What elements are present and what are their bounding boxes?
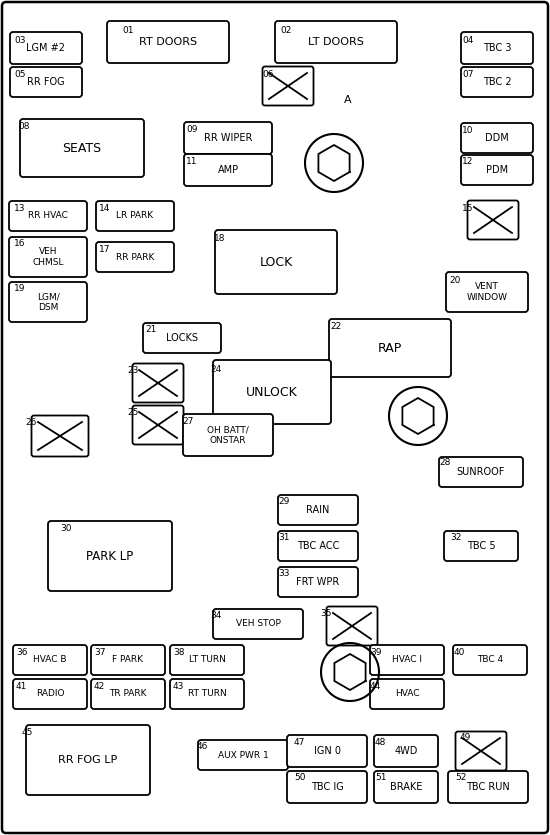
FancyBboxPatch shape <box>96 242 174 272</box>
Text: 52: 52 <box>455 773 466 782</box>
FancyBboxPatch shape <box>9 237 87 277</box>
Text: F PARK: F PARK <box>113 655 144 665</box>
Text: TBC IG: TBC IG <box>311 782 343 792</box>
Text: TBC 5: TBC 5 <box>467 541 496 551</box>
FancyBboxPatch shape <box>170 679 244 709</box>
Text: 15: 15 <box>462 204 474 213</box>
FancyBboxPatch shape <box>374 771 438 803</box>
Text: RR WIPER: RR WIPER <box>204 133 252 143</box>
FancyBboxPatch shape <box>278 567 358 597</box>
Text: TBC RUN: TBC RUN <box>466 782 510 792</box>
FancyBboxPatch shape <box>448 771 528 803</box>
FancyBboxPatch shape <box>31 416 89 457</box>
Text: 45: 45 <box>22 728 34 737</box>
Text: 32: 32 <box>450 533 461 542</box>
Text: IGN 0: IGN 0 <box>314 746 340 756</box>
Text: DDM: DDM <box>485 133 509 143</box>
FancyBboxPatch shape <box>461 32 533 64</box>
FancyBboxPatch shape <box>213 360 331 424</box>
Text: LT DOORS: LT DOORS <box>308 37 364 47</box>
Text: 19: 19 <box>14 284 25 293</box>
Text: RAIN: RAIN <box>306 505 329 515</box>
FancyBboxPatch shape <box>455 731 507 771</box>
FancyBboxPatch shape <box>461 155 533 185</box>
FancyBboxPatch shape <box>20 119 144 177</box>
FancyBboxPatch shape <box>13 679 87 709</box>
Text: OH BATT/
ONSTAR: OH BATT/ ONSTAR <box>207 425 249 445</box>
Text: 51: 51 <box>375 773 387 782</box>
Text: 26: 26 <box>25 418 36 427</box>
FancyBboxPatch shape <box>170 645 244 675</box>
Text: PDM: PDM <box>486 165 508 175</box>
Text: 49: 49 <box>460 733 471 742</box>
Text: 35: 35 <box>320 609 332 618</box>
FancyBboxPatch shape <box>183 414 273 456</box>
FancyBboxPatch shape <box>370 679 444 709</box>
FancyBboxPatch shape <box>133 363 184 402</box>
FancyBboxPatch shape <box>198 740 288 770</box>
Text: 08: 08 <box>18 122 30 131</box>
FancyBboxPatch shape <box>96 201 174 231</box>
Text: LR PARK: LR PARK <box>117 211 153 220</box>
Text: 02: 02 <box>280 26 292 35</box>
FancyBboxPatch shape <box>329 319 451 377</box>
Text: VEH
CHMSL: VEH CHMSL <box>32 247 64 266</box>
FancyBboxPatch shape <box>9 282 87 322</box>
Text: RR PARK: RR PARK <box>116 252 154 261</box>
Text: RR FOG: RR FOG <box>27 77 65 87</box>
FancyBboxPatch shape <box>278 531 358 561</box>
Text: 07: 07 <box>462 70 474 79</box>
Text: 31: 31 <box>278 533 289 542</box>
FancyBboxPatch shape <box>184 122 272 154</box>
FancyBboxPatch shape <box>278 495 358 525</box>
Text: 27: 27 <box>182 417 194 426</box>
Text: BRAKE: BRAKE <box>390 782 422 792</box>
Text: 36: 36 <box>16 648 28 657</box>
Text: 23: 23 <box>127 366 139 375</box>
Text: 50: 50 <box>294 773 305 782</box>
FancyBboxPatch shape <box>446 272 528 312</box>
Text: 13: 13 <box>14 204 25 213</box>
Text: HVAC I: HVAC I <box>392 655 422 665</box>
FancyBboxPatch shape <box>370 645 444 675</box>
Text: 06: 06 <box>262 70 273 79</box>
Text: PARK LP: PARK LP <box>86 549 134 563</box>
Text: 40: 40 <box>454 648 465 657</box>
Text: 4WD: 4WD <box>394 746 417 756</box>
Text: 16: 16 <box>14 239 25 248</box>
Text: 20: 20 <box>449 276 460 285</box>
FancyBboxPatch shape <box>275 21 397 63</box>
Text: 42: 42 <box>94 682 105 691</box>
Text: LGM #2: LGM #2 <box>26 43 65 53</box>
Text: 03: 03 <box>14 36 25 45</box>
FancyBboxPatch shape <box>26 725 150 795</box>
Text: 43: 43 <box>173 682 184 691</box>
Text: VENT
WINDOW: VENT WINDOW <box>466 282 508 301</box>
FancyBboxPatch shape <box>10 32 82 64</box>
Text: 21: 21 <box>145 325 156 334</box>
FancyBboxPatch shape <box>444 531 518 561</box>
Text: RADIO: RADIO <box>36 690 64 699</box>
Text: TR PARK: TR PARK <box>109 690 147 699</box>
Text: TBC 3: TBC 3 <box>483 43 512 53</box>
Text: 10: 10 <box>462 126 474 135</box>
Text: TBC 2: TBC 2 <box>483 77 512 87</box>
Text: HVAC: HVAC <box>395 690 419 699</box>
Text: TBC ACC: TBC ACC <box>297 541 339 551</box>
Text: RR HVAC: RR HVAC <box>28 211 68 220</box>
Text: HVAC B: HVAC B <box>33 655 67 665</box>
Text: RAP: RAP <box>378 342 402 355</box>
Text: SUNROOF: SUNROOF <box>457 467 505 477</box>
FancyBboxPatch shape <box>468 200 519 240</box>
Text: UNLOCK: UNLOCK <box>246 386 298 398</box>
Text: AUX PWR 1: AUX PWR 1 <box>218 751 268 760</box>
Text: 39: 39 <box>370 648 382 657</box>
Text: 46: 46 <box>197 742 208 751</box>
FancyBboxPatch shape <box>287 771 367 803</box>
FancyBboxPatch shape <box>184 154 272 186</box>
FancyBboxPatch shape <box>91 645 165 675</box>
Text: 05: 05 <box>14 70 25 79</box>
Text: 24: 24 <box>210 365 221 374</box>
Text: 47: 47 <box>294 738 305 747</box>
